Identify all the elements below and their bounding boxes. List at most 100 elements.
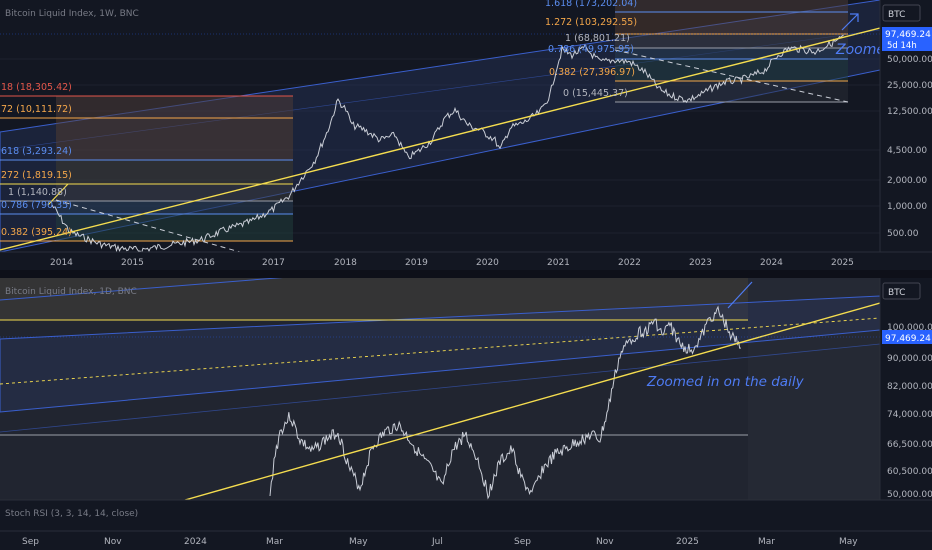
fib-zone: [615, 0, 848, 12]
chart-legend[interactable]: Bitcoin Liquid Index, 1D, BNC: [5, 287, 137, 297]
stoch-rsi-pane[interactable]: Stoch RSI (3, 3, 14, 14, close): [0, 499, 932, 531]
fib-label-left: 618 (3,293.24): [1, 146, 72, 157]
price-axis-daily[interactable]: 100,000.00 90,000.00 82,000.00 74,000.00…: [879, 278, 932, 500]
fib-dashed-line: [55, 199, 241, 252]
fib-retracement-left[interactable]: [0, 95, 293, 252]
x-tick: 2020: [476, 258, 499, 268]
daily-chart-pane[interactable]: Zoomed in on the daily Bitcoin Liquid In…: [0, 230, 932, 500]
fib-zone: [56, 184, 293, 201]
y-tick: 50,000.00: [887, 490, 932, 500]
last-price-badge: [882, 27, 932, 51]
y-tick: 2,000.00: [887, 176, 927, 186]
last-price-label: 97,469.24: [885, 30, 931, 40]
indicator-legend[interactable]: Stoch RSI (3, 3, 14, 14, close): [5, 509, 138, 519]
fib-zone: [615, 81, 848, 102]
price-axis[interactable]: 50,000.00 25,000.00 12,500.00 4,500.00 2…: [879, 0, 932, 252]
weekly-chart-pane[interactable]: Zoomed 18 (18,305.42) 72 (10,111.72) 618…: [0, 0, 932, 270]
fib-label-left: 0.382 (395.24): [1, 227, 72, 238]
y-tick: 4,500.00: [887, 146, 927, 156]
x-tick: 2017: [262, 258, 285, 268]
x-tick: 2016: [192, 258, 215, 268]
fib-zone: [56, 160, 293, 184]
bar-countdown: 5d 14h: [887, 41, 917, 51]
x-tick: Nov: [104, 537, 122, 547]
fib-zone: [615, 12, 848, 34]
annotation-zoomed[interactable]: Zoomed: [835, 42, 894, 58]
fib-label-right: 1.618 (173,202.04): [545, 0, 637, 9]
chart-legend[interactable]: Bitcoin Liquid Index, 1W, BNC: [5, 9, 139, 19]
time-axis[interactable]: 2014 2015 2016 2017 2018 2019 2020 2021 …: [0, 251, 932, 270]
fib-zone-top: [0, 278, 748, 320]
y-tick: 82,000.00: [887, 382, 932, 392]
weekly-price-series: [51, 34, 844, 252]
selection-region: [0, 278, 880, 500]
x-tick: 2024: [760, 258, 783, 268]
fib-zone: [56, 118, 293, 160]
symbol-badge-label: BTC: [888, 10, 905, 20]
y-tick: 74,000.00: [887, 410, 932, 420]
fib-zone: [615, 59, 848, 81]
fib-zone: [56, 96, 293, 118]
x-tick: Sep: [514, 537, 531, 547]
y-tick: 1,000.00: [887, 202, 927, 212]
annotation-zoomed-daily[interactable]: Zoomed in on the daily: [646, 374, 805, 390]
fib-label-left: 272 (1,819.15): [1, 170, 72, 181]
y-tick: 60,500.00: [887, 467, 932, 477]
x-tick: 2025: [831, 258, 854, 268]
x-tick: May: [839, 537, 858, 547]
x-tick: Sep: [22, 537, 39, 547]
lower-channel-line: [0, 343, 880, 433]
x-tick: Mar: [266, 537, 283, 547]
x-tick: 2022: [618, 258, 641, 268]
fib-label-left: 72 (10,111.72): [1, 104, 72, 115]
y-tick: 66,500.00: [887, 440, 932, 450]
y-tick: 12,500.00: [887, 107, 932, 117]
x-tick: Nov: [596, 537, 614, 547]
fib-label-left: 0.786 (790.35): [1, 200, 72, 211]
yellow-trendline[interactable]: [0, 27, 880, 251]
fib-label-right: 0 (15,445.37): [563, 88, 628, 99]
symbol-badge[interactable]: [882, 282, 921, 300]
x-tick: 2024: [184, 537, 207, 547]
time-axis-daily[interactable]: Sep Nov 2024 Mar May Jul Sep Nov 2025 Ma…: [0, 530, 932, 550]
fib-trend-line: [47, 183, 69, 206]
x-tick: 2023: [689, 258, 712, 268]
last-price-label: 97,469.24: [885, 334, 931, 344]
fib-label-right: 0.786 (49,975.95): [548, 44, 634, 55]
y-tick: 90,000.00: [887, 354, 932, 364]
x-tick: 2018: [334, 258, 357, 268]
x-tick: 2021: [547, 258, 570, 268]
fib-retracement-right[interactable]: [614, 0, 849, 103]
x-tick: 2015: [121, 258, 144, 268]
symbol-badge[interactable]: [882, 4, 921, 22]
fib-zone: [615, 34, 848, 48]
fib-zone: [615, 48, 848, 59]
projection-arrow-daily[interactable]: [727, 281, 753, 309]
upper-channel-line: [0, 278, 283, 301]
fib-label-right: 1 (68,801.21): [565, 33, 630, 44]
y-tick: 25,000.00: [887, 81, 932, 91]
x-tick: May: [349, 537, 368, 547]
fib-label-right: 0.382 (27,396.97): [549, 67, 635, 78]
fib-zone: [56, 201, 293, 214]
pane-separator[interactable]: [0, 270, 932, 278]
daily-price-series: [269, 305, 741, 500]
y-tick: 500.00: [887, 229, 919, 239]
fib-label-right: 1.272 (103,292.55): [545, 17, 637, 28]
daily-regression-channel[interactable]: [0, 295, 880, 413]
yellow-trendline-daily[interactable]: [184, 302, 880, 500]
y-tick: 50,000.00: [887, 55, 932, 65]
x-tick: 2025: [676, 537, 699, 547]
symbol-badge-label: BTC: [888, 288, 905, 298]
x-tick: Mar: [758, 537, 775, 547]
fib-label-left: 1 (1,140.88): [8, 187, 67, 198]
x-tick: 2014: [50, 258, 73, 268]
x-tick: Jul: [431, 537, 443, 547]
projection-arrow[interactable]: [841, 13, 859, 31]
x-tick: 2019: [405, 258, 428, 268]
fib-dashed-line: [614, 49, 849, 103]
future-area: [748, 278, 880, 500]
fib-label-left: 18 (18,305.42): [1, 82, 72, 93]
